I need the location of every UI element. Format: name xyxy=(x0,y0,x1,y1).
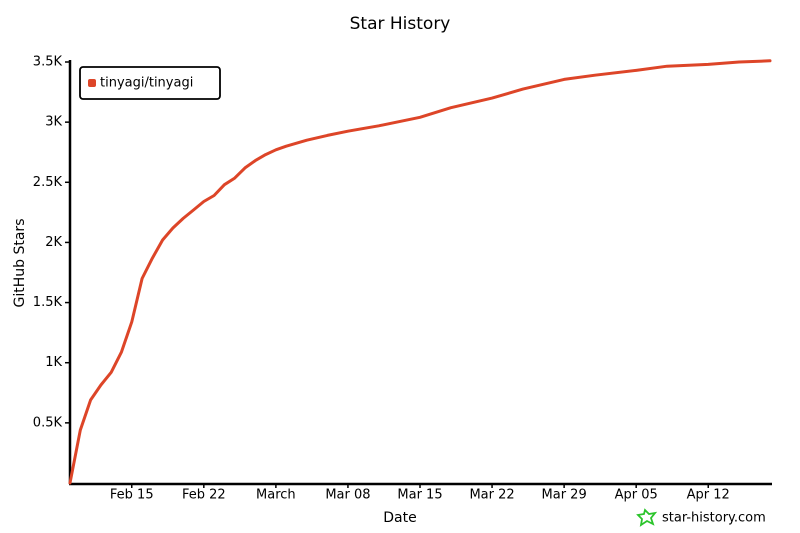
x-tick-label: Mar 29 xyxy=(542,488,587,503)
y-tick-label: 0.5K xyxy=(33,415,63,430)
x-axis-label: Date xyxy=(383,510,416,526)
legend-label: tinyagi/tinyagi xyxy=(100,76,193,91)
legend-box xyxy=(79,66,221,100)
x-tick-label: Apr 12 xyxy=(687,488,730,503)
y-tick-label: 2K xyxy=(45,235,62,250)
y-tick-label: 1K xyxy=(45,355,62,370)
series-line xyxy=(68,59,772,485)
x-tick-label: Feb 15 xyxy=(110,488,154,503)
watermark-icon xyxy=(636,508,658,527)
y-axis-label: GitHub Stars xyxy=(12,219,28,308)
y-tick-label: 1.5K xyxy=(33,295,63,310)
x-tick-label: March xyxy=(256,488,296,503)
x-tick-label: Mar 22 xyxy=(469,488,514,503)
legend-swatch xyxy=(88,79,96,87)
x-tick-label: Apr 05 xyxy=(615,488,658,503)
y-tick-label: 3K xyxy=(45,115,62,130)
watermark: star-history.com xyxy=(662,511,766,526)
y-tick-label: 2.5K xyxy=(33,175,63,190)
x-tick-label: Mar 15 xyxy=(397,488,442,503)
chart-title: Star History xyxy=(350,14,451,34)
x-tick-label: Feb 22 xyxy=(182,488,226,503)
x-tick-label: Mar 08 xyxy=(325,488,370,503)
y-tick-label: 3.5K xyxy=(33,55,63,70)
